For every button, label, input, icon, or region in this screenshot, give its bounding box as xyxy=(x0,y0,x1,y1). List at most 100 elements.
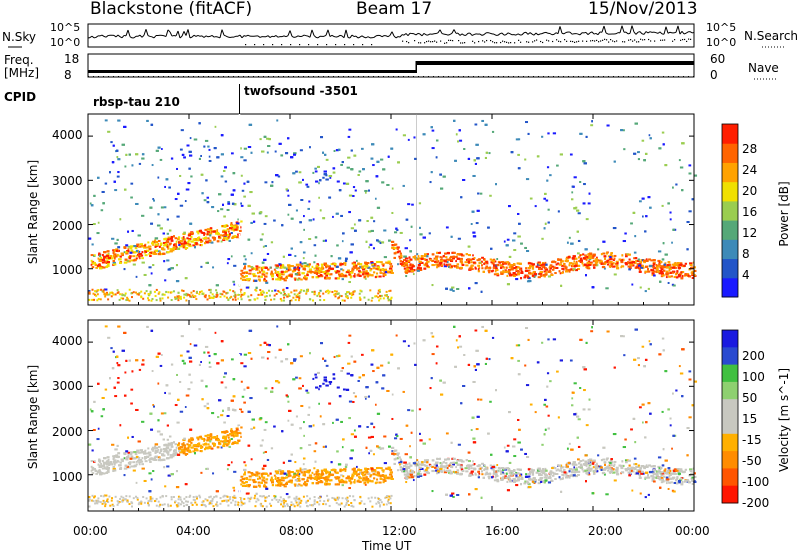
data-cell xyxy=(431,129,435,132)
data-cell xyxy=(623,148,626,151)
data-cell xyxy=(670,275,673,278)
data-cell xyxy=(134,251,137,254)
data-cell xyxy=(595,264,599,267)
data-cell xyxy=(393,256,396,259)
data-cell xyxy=(224,180,228,183)
data-cell xyxy=(288,253,292,256)
data-cell xyxy=(188,238,192,241)
data-cell xyxy=(361,265,365,268)
data-cell xyxy=(620,129,624,132)
data-cell xyxy=(127,255,130,258)
data-cell xyxy=(693,174,698,177)
data-cell xyxy=(273,219,276,222)
data-cell xyxy=(90,204,94,207)
nsky-segment xyxy=(137,34,141,37)
data-cell xyxy=(489,194,492,197)
data-cell xyxy=(543,227,546,230)
data-cell xyxy=(635,266,639,269)
data-cell xyxy=(193,138,198,141)
data-cell xyxy=(450,235,453,238)
data-cell xyxy=(411,203,414,206)
data-cell xyxy=(152,252,156,255)
data-cell xyxy=(452,257,456,260)
data-cell xyxy=(528,280,532,283)
data-cell xyxy=(166,259,170,262)
data-cell xyxy=(353,290,356,293)
nsky-segment xyxy=(643,31,647,35)
data-cell xyxy=(396,247,399,250)
data-cell xyxy=(370,262,374,265)
data-cell xyxy=(378,290,381,293)
data-cell xyxy=(271,181,274,184)
data-cell xyxy=(130,249,134,252)
data-cell xyxy=(153,252,157,255)
data-cell xyxy=(132,255,136,258)
data-cell xyxy=(594,259,598,262)
data-cell xyxy=(515,265,518,268)
data-cell xyxy=(544,263,548,266)
data-cell xyxy=(144,254,148,257)
data-cell xyxy=(251,267,255,270)
data-cell xyxy=(568,268,572,271)
nsky-segment xyxy=(537,33,541,36)
data-cell xyxy=(175,240,178,243)
data-cell xyxy=(488,152,491,155)
data-cell xyxy=(264,275,268,278)
data-cell xyxy=(350,243,354,246)
data-cell xyxy=(472,174,476,177)
data-cell xyxy=(513,232,517,235)
data-cell xyxy=(162,248,166,251)
data-cell xyxy=(689,263,693,266)
data-cell xyxy=(515,138,519,141)
data-cell xyxy=(404,247,408,250)
data-cell xyxy=(642,266,645,269)
data-cell xyxy=(323,170,327,173)
data-cell xyxy=(640,266,644,269)
data-cell xyxy=(342,274,345,277)
data-cell xyxy=(672,265,676,268)
data-cell xyxy=(245,271,248,274)
data-cell xyxy=(625,255,628,258)
data-cell xyxy=(558,263,562,266)
data-cell xyxy=(251,268,254,271)
nsearch-dot xyxy=(634,39,636,41)
data-cell xyxy=(638,268,641,271)
nsky-segment xyxy=(663,26,667,35)
data-cell xyxy=(645,259,649,262)
data-cell xyxy=(677,262,680,265)
data-cell xyxy=(295,170,298,173)
data-cell xyxy=(382,168,386,171)
data-cell xyxy=(436,264,441,267)
data-cell xyxy=(188,150,192,153)
data-cell xyxy=(578,259,581,262)
data-cell xyxy=(216,295,219,298)
data-cell xyxy=(241,274,244,277)
data-cell xyxy=(565,256,570,259)
data-cell xyxy=(363,276,366,279)
data-cell xyxy=(257,278,261,281)
nsearch-dot xyxy=(548,40,550,42)
data-cell xyxy=(458,253,462,256)
data-cell xyxy=(317,275,320,278)
data-cell xyxy=(496,258,499,261)
data-cell xyxy=(424,258,428,261)
data-cell xyxy=(188,232,191,235)
data-cell xyxy=(334,277,339,280)
data-cell xyxy=(354,189,357,192)
data-cell xyxy=(621,254,624,257)
data-cell xyxy=(257,293,260,296)
data-cell xyxy=(628,268,632,271)
nsearch-dot xyxy=(664,39,666,41)
data-cell xyxy=(512,274,515,277)
data-cell xyxy=(279,278,282,281)
data-cell xyxy=(344,263,347,266)
data-cell xyxy=(647,196,651,199)
data-cell xyxy=(571,264,574,267)
data-cell xyxy=(509,274,512,277)
data-cell xyxy=(465,258,468,261)
data-cell xyxy=(675,273,678,276)
data-cell xyxy=(689,262,693,265)
data-cell xyxy=(435,156,438,159)
data-cell xyxy=(178,241,180,244)
nsky-segment xyxy=(403,33,407,36)
